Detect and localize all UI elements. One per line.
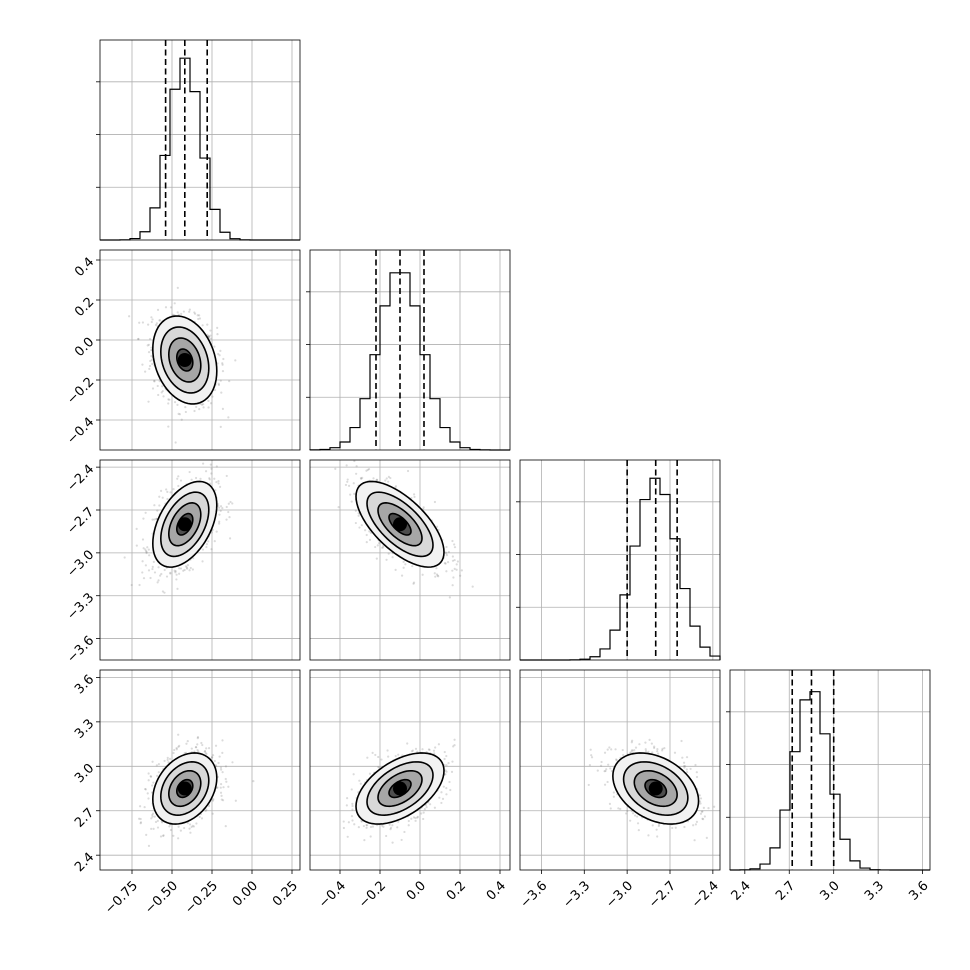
y-tick-label: 2.4 bbox=[72, 850, 97, 875]
contour-3 bbox=[612, 752, 700, 825]
y-tick-label: −3.3 bbox=[64, 590, 97, 623]
contour-2 bbox=[366, 491, 434, 558]
contour-0 bbox=[175, 512, 194, 536]
histogram-3 bbox=[729, 691, 930, 871]
contour-2 bbox=[366, 761, 434, 816]
x-tick-label: 3.6 bbox=[906, 878, 931, 903]
contour-1 bbox=[633, 769, 678, 808]
contour-3 bbox=[355, 480, 445, 568]
y-tick-label: 0.2 bbox=[72, 295, 97, 320]
contour-1 bbox=[167, 337, 202, 383]
contour-2 bbox=[159, 326, 210, 394]
x-tick-label: 3.3 bbox=[862, 878, 887, 903]
x-tick-label: −3.0 bbox=[603, 878, 636, 911]
panel-2-1 bbox=[309, 459, 511, 661]
x-tick-label: −3.3 bbox=[560, 878, 593, 911]
contour-3 bbox=[151, 480, 218, 568]
x-tick-label: 0.25 bbox=[270, 878, 301, 909]
panel-1-1 bbox=[306, 249, 511, 451]
contour-2 bbox=[159, 761, 210, 816]
contour-1 bbox=[167, 502, 202, 547]
histogram-1 bbox=[309, 272, 510, 451]
panel-3-0: 2.4 2.7 3.0 3.3 3.6 −0.75 −0.50 −0.25 0.00 0.25 bbox=[72, 669, 301, 917]
x-tick-label: −0.2 bbox=[356, 878, 389, 911]
panel-frame bbox=[729, 669, 931, 871]
density-peak bbox=[393, 517, 407, 532]
contour-2 bbox=[159, 491, 210, 558]
panel-2-0: −3.6 −3.3 −3.0 −2.7 −2.4 bbox=[64, 459, 301, 666]
panel-3-2: −3.6 −3.3 −3.0 −2.7 −2.4 bbox=[518, 669, 722, 911]
density-peak bbox=[648, 781, 663, 796]
contour-1 bbox=[377, 769, 423, 808]
x-tick-label: −2.7 bbox=[646, 878, 679, 911]
x-tick-label: 0.4 bbox=[484, 878, 509, 903]
contour-1 bbox=[377, 502, 423, 547]
y-tick-label: −2.7 bbox=[64, 505, 97, 538]
y-tick-label: −3.6 bbox=[64, 633, 97, 666]
panel-frame bbox=[519, 669, 721, 871]
contour-0 bbox=[175, 348, 194, 372]
panel-frame bbox=[99, 249, 301, 451]
panel-frame bbox=[99, 459, 301, 661]
panel-frame bbox=[309, 669, 511, 871]
x-tick-label: −3.6 bbox=[518, 878, 551, 911]
histogram-2 bbox=[520, 477, 721, 661]
x-tick-label: −0.4 bbox=[316, 878, 349, 911]
contour-0 bbox=[388, 512, 412, 536]
y-tick-label: 3.3 bbox=[72, 717, 97, 742]
y-tick-label: 0.0 bbox=[72, 335, 97, 360]
panel-frame bbox=[519, 459, 721, 661]
y-tick-label: −3.0 bbox=[64, 548, 97, 581]
y-tick-label: −0.4 bbox=[64, 415, 97, 448]
contour-3 bbox=[151, 752, 218, 825]
x-tick-label: 2.7 bbox=[773, 878, 798, 903]
contour-2 bbox=[622, 761, 689, 816]
y-tick-label: −2.4 bbox=[64, 462, 97, 495]
y-tick-label: 2.7 bbox=[72, 805, 97, 830]
x-tick-label: −2.4 bbox=[689, 878, 722, 911]
x-tick-label: 0.2 bbox=[444, 878, 469, 903]
panel-frame bbox=[309, 249, 511, 451]
x-tick-label: 2.4 bbox=[729, 878, 754, 903]
panel-3-3: 2.4 2.7 3.0 3.3 3.6 bbox=[726, 669, 932, 904]
panel-0-0 bbox=[96, 39, 301, 241]
panel-1-0: −0.4 −0.2 0.0 0.2 0.4 bbox=[64, 249, 301, 451]
contour-1 bbox=[167, 769, 202, 808]
panel-frame bbox=[99, 669, 301, 871]
histogram-0 bbox=[100, 57, 300, 241]
x-tick-label: 0.00 bbox=[230, 878, 261, 909]
panel-frame bbox=[309, 459, 511, 661]
density-peak bbox=[393, 781, 407, 796]
x-tick-label: −0.75 bbox=[102, 878, 141, 917]
x-tick-label: −0.25 bbox=[182, 878, 221, 917]
density-peak bbox=[177, 353, 192, 367]
y-tick-label: 3.0 bbox=[72, 761, 97, 786]
contour-3 bbox=[355, 752, 445, 825]
contour-0 bbox=[175, 778, 194, 799]
y-tick-label: 3.6 bbox=[72, 672, 97, 697]
contour-0 bbox=[644, 778, 668, 799]
panel-2-2 bbox=[516, 459, 721, 661]
x-tick-label: 3.0 bbox=[818, 878, 843, 903]
panel-frame bbox=[99, 39, 301, 241]
contour-0 bbox=[388, 778, 412, 799]
density-peak bbox=[177, 517, 192, 532]
y-tick-label: 0.4 bbox=[72, 255, 97, 280]
contour-3 bbox=[151, 315, 218, 405]
x-tick-label: 0.0 bbox=[404, 878, 429, 903]
panel-3-1: −0.4 −0.2 0.0 0.2 0.4 bbox=[309, 669, 511, 911]
y-tick-label: −0.2 bbox=[64, 375, 97, 408]
density-peak bbox=[177, 781, 192, 796]
x-tick-label: −0.50 bbox=[142, 878, 181, 917]
